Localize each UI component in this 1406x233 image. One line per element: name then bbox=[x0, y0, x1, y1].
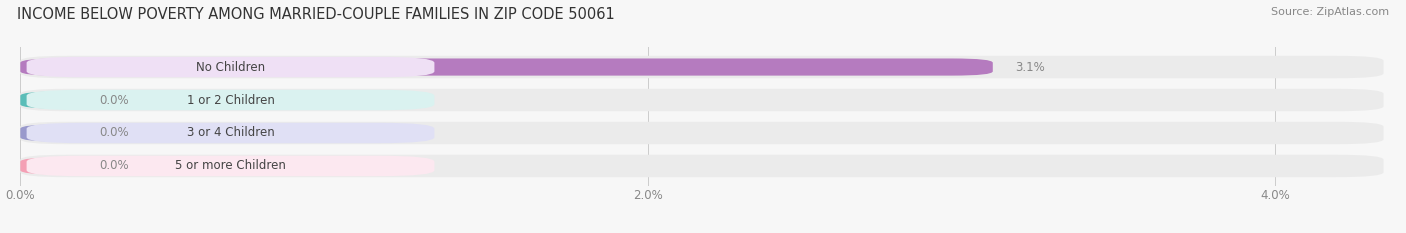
Text: 0.0%: 0.0% bbox=[98, 93, 128, 106]
FancyBboxPatch shape bbox=[20, 58, 993, 76]
Text: 5 or more Children: 5 or more Children bbox=[176, 159, 285, 172]
FancyBboxPatch shape bbox=[20, 157, 77, 175]
Text: 3.1%: 3.1% bbox=[1015, 61, 1045, 74]
FancyBboxPatch shape bbox=[20, 124, 77, 142]
FancyBboxPatch shape bbox=[20, 56, 1384, 78]
FancyBboxPatch shape bbox=[27, 156, 434, 176]
FancyBboxPatch shape bbox=[20, 122, 1384, 144]
Text: 0.0%: 0.0% bbox=[98, 127, 128, 140]
FancyBboxPatch shape bbox=[20, 155, 1384, 177]
Text: Source: ZipAtlas.com: Source: ZipAtlas.com bbox=[1271, 7, 1389, 17]
Text: 1 or 2 Children: 1 or 2 Children bbox=[187, 93, 274, 106]
Text: 0.0%: 0.0% bbox=[98, 159, 128, 172]
FancyBboxPatch shape bbox=[20, 91, 77, 109]
Text: No Children: No Children bbox=[195, 61, 266, 74]
FancyBboxPatch shape bbox=[27, 90, 434, 110]
FancyBboxPatch shape bbox=[27, 57, 434, 77]
Text: 3 or 4 Children: 3 or 4 Children bbox=[187, 127, 274, 140]
FancyBboxPatch shape bbox=[27, 123, 434, 143]
FancyBboxPatch shape bbox=[20, 89, 1384, 111]
Text: INCOME BELOW POVERTY AMONG MARRIED-COUPLE FAMILIES IN ZIP CODE 50061: INCOME BELOW POVERTY AMONG MARRIED-COUPL… bbox=[17, 7, 614, 22]
